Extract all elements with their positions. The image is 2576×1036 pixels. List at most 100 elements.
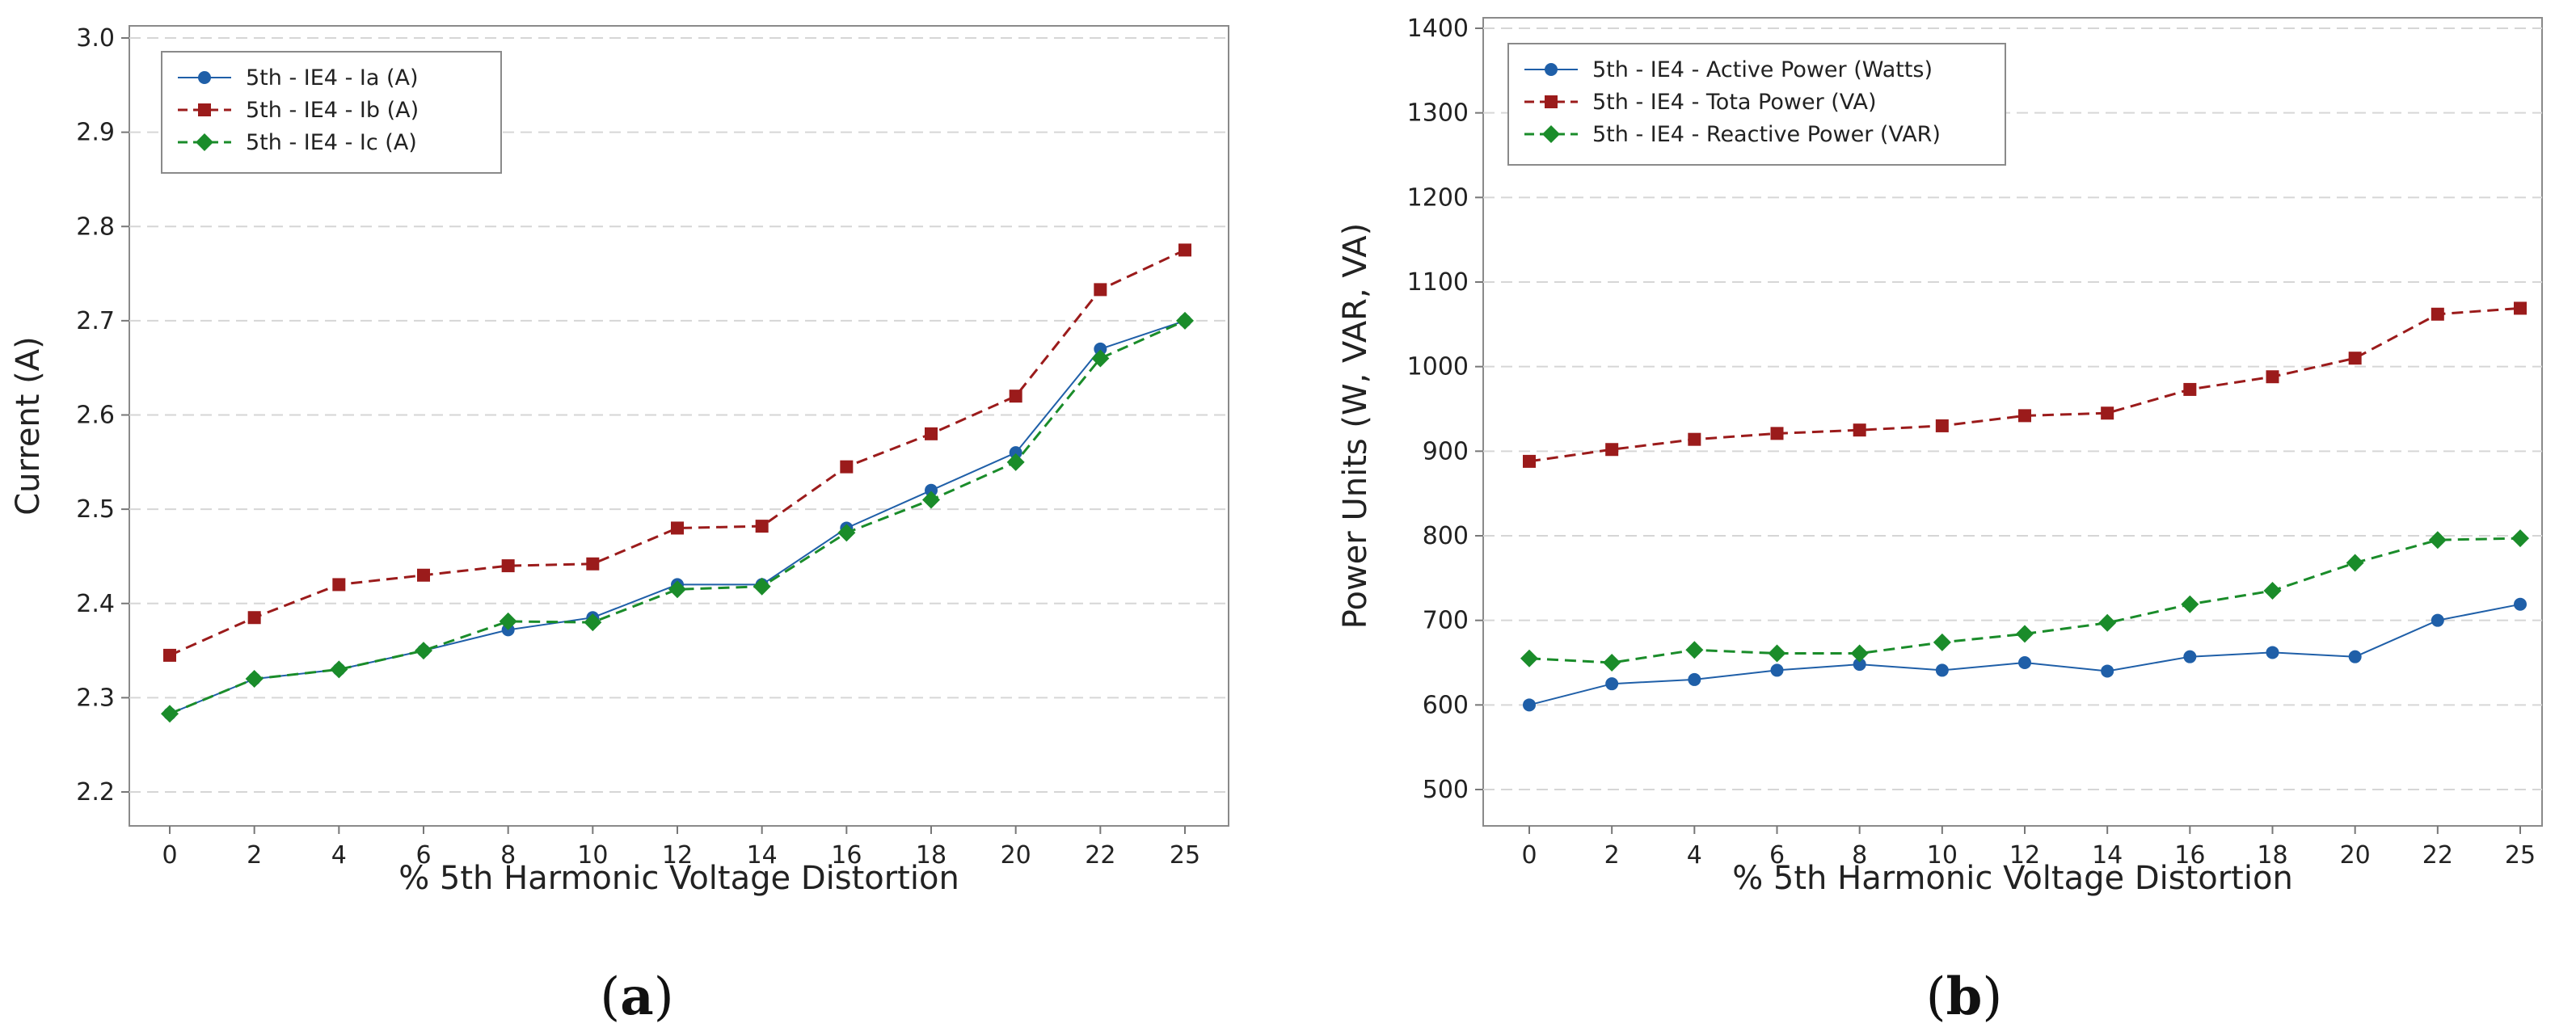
chart-b-series-2-point: [1688, 432, 1701, 446]
chart-b-series-3-point: [2016, 625, 2034, 643]
chart-b-series-2-point: [1853, 423, 1866, 437]
chart-b-x-ticks: 0 2 4 6 8 10 12 14 16 18 20 22 25: [1521, 826, 2536, 870]
chart-a-series-3-point: [415, 642, 432, 660]
chart-a-x-tick-label: 18: [916, 841, 947, 870]
chart-b-series-3-point: [1933, 633, 1951, 651]
chart-b-y-tick-label: 500: [1423, 776, 1469, 804]
chart-b-legend-label: 5th - IE4 - Tota Power (VA): [1592, 90, 1877, 115]
chart-a-series-2-point: [925, 427, 938, 440]
chart-b-series-1-point: [1523, 698, 1536, 712]
chart-b-x-tick-label: 2: [1604, 841, 1620, 870]
chart-a-x-tick-label: 22: [1085, 841, 1115, 870]
chart-b-x-tick-label: 8: [1852, 841, 1867, 870]
chart-a-x-axis-label: % 5th Harmonic Voltage Distortion: [398, 860, 959, 897]
chart-b-x-tick-label: 18: [2257, 841, 2287, 870]
chart-a-x-tick-label: 6: [415, 841, 431, 870]
chart-a: 2.2 2.3 2.4 2.5 2.6 2.7 2.8 2.9 3.0 0 2 4 6 8 10 12 14 1…: [10, 24, 1229, 1027]
chart-a-x-tick-label: 12: [662, 841, 693, 870]
chart-b-y-tick-label: 600: [1423, 691, 1469, 719]
chart-a-series-2-point: [247, 611, 261, 625]
chart-b-series-3-point: [2346, 554, 2364, 572]
chart-b-series-1-point: [1688, 672, 1701, 686]
chart-a-series-3-point: [922, 491, 940, 509]
chart-b-series-1-point: [2183, 650, 2197, 663]
chart-a-series-3-point: [837, 524, 856, 542]
chart-b-series-2-point: [1935, 419, 1949, 432]
chart-a-legend-swatch-marker: [198, 71, 211, 84]
chart-b-x-tick-label: 0: [1521, 841, 1537, 870]
chart-b-series-3-point: [1850, 644, 1869, 663]
panel-label-b-letter: b: [1946, 967, 1983, 1027]
chart-a-x-tick-label: 20: [1001, 841, 1031, 870]
chart-a-legend-swatch-marker: [196, 133, 213, 151]
chart-a-series-2-point: [1009, 390, 1022, 403]
chart-a-series-3-point: [161, 705, 179, 723]
chart-a-y-tick-label: 2.2: [76, 778, 115, 806]
chart-b-series-2-point: [1605, 443, 1619, 457]
chart-a-legend-label: 5th - IE4 - Ib (A): [246, 98, 419, 123]
chart-b-series-3-point: [2181, 595, 2199, 613]
chart-b-gridlines: [1483, 27, 2542, 790]
chart-a-x-ticks: 0 2 4 6 8 10 12 14 16 18 20 22 25: [162, 826, 1200, 870]
chart-a-y-tick-label: 2.5: [76, 495, 115, 524]
chart-b-y-tick-label: 800: [1423, 522, 1469, 550]
chart-b-series-1-point: [2101, 664, 2114, 678]
chart-a-series-3-point: [499, 612, 517, 630]
chart-a-series-1-point: [1009, 446, 1022, 460]
chart-a-series-3-point: [1091, 349, 1110, 368]
chart-b-x-tick-label: 22: [2422, 841, 2453, 870]
chart-a-x-tick-label: 10: [577, 841, 608, 870]
chart-b-series-3-point: [1685, 641, 1704, 659]
chart-b-x-tick-label: 25: [2505, 841, 2536, 870]
chart-b-series-1-point: [2431, 613, 2444, 627]
chart-b-series-2-point: [1770, 427, 1784, 440]
chart-a-x-tick-label: 25: [1170, 841, 1200, 870]
chart-b-series-2-point: [2018, 409, 2031, 423]
panel-label-b-open: (: [1926, 967, 1946, 1027]
chart-b-series-1-point: [2018, 656, 2031, 669]
chart-b-x-tick-label: 14: [2092, 841, 2123, 870]
chart-a-gridlines: [129, 37, 1229, 793]
chart-b-series-3-point: [2428, 531, 2447, 550]
chart-b-legend-swatch-marker: [1545, 95, 1558, 108]
chart-b-series-2-point: [2266, 370, 2279, 384]
chart-a-series-3-point: [330, 660, 348, 679]
chart-a-x-tick-label: 16: [831, 841, 862, 870]
panel-label-a-letter: a: [620, 967, 653, 1027]
chart-b-x-tick-label: 16: [2174, 841, 2205, 870]
chart-a-series: [161, 243, 1194, 723]
chart-b-y-tick-label: 1400: [1407, 15, 1469, 43]
panel-label-a-open: (: [600, 967, 620, 1027]
chart-b-legend-box: [1507, 43, 2006, 166]
chart-b-series-3-point: [2511, 529, 2529, 548]
chart-b: 500 600 700 800 900 1000 1100 1200 1300 1400 0 2 4 6…: [1337, 15, 2543, 1027]
chart-b-y-tick-label: 900: [1423, 437, 1469, 465]
panel-label-b: (b): [1926, 967, 2003, 1027]
chart-b-legend-label: 5th - IE4 - Reactive Power (VAR): [1592, 122, 1941, 147]
chart-b-y-ticks: 500 600 700 800 900 1000 1100 1200 1300 1400: [1407, 15, 1483, 804]
chart-b-x-tick-label: 6: [1769, 841, 1785, 870]
chart-b-series-1-point: [1605, 677, 1619, 691]
chart-b-series-2-point: [2348, 352, 2362, 365]
chart-b-series-1-point: [2266, 646, 2279, 659]
chart-a-y-axis-label: Current (A): [10, 336, 47, 516]
chart-a-series-2-point: [671, 521, 684, 535]
chart-b-series-1-point: [1935, 663, 1949, 677]
chart-b-series-3-point: [1768, 644, 1786, 663]
chart-b-legend-swatch-marker: [1542, 125, 1560, 143]
chart-b-series-3-point: [1603, 654, 1621, 672]
chart-a-y-tick-label: 2.9: [76, 119, 115, 147]
chart-b-series-2-point: [2514, 301, 2527, 315]
chart-a-y-tick-label: 2.6: [76, 402, 115, 430]
chart-a-legend-label: 5th - IE4 - Ic (A): [246, 130, 417, 155]
chart-b-series-2-point: [1523, 454, 1536, 468]
chart-a-legend-box: [161, 51, 502, 174]
chart-a-series-2-point: [755, 520, 769, 533]
chart-a-legend-swatch-marker: [198, 103, 211, 116]
chart-a-y-tick-label: 2.3: [76, 684, 115, 712]
chart-a-series-3-point: [584, 613, 602, 632]
chart-b-x-tick-label: 4: [1687, 841, 1702, 870]
chart-a-series-2-point: [332, 578, 346, 592]
chart-a-series-2-point: [501, 559, 515, 573]
